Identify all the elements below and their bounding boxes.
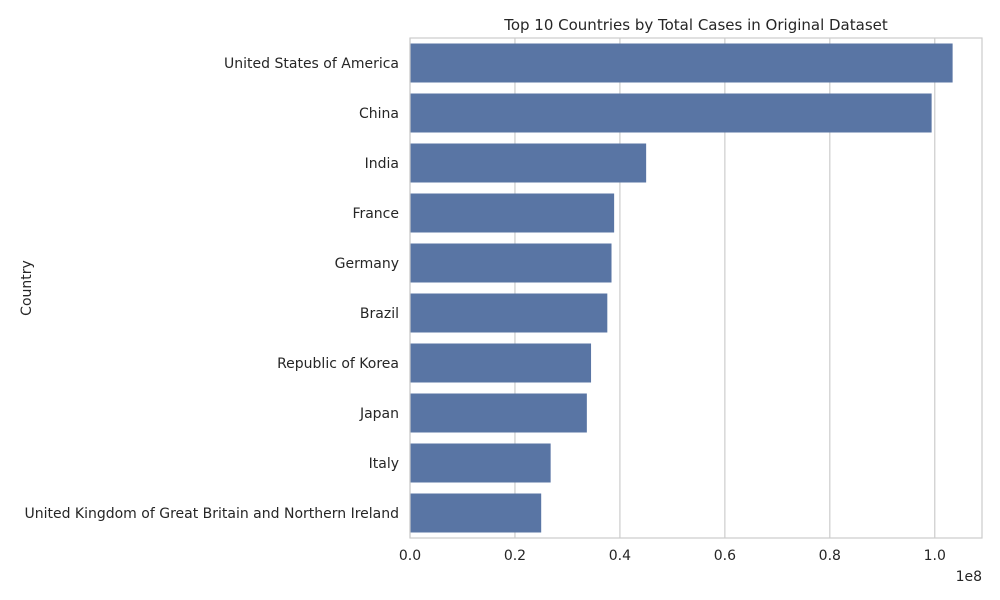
y-tick-label: Brazil xyxy=(360,306,399,322)
y-tick-labels: United States of America China India France… xyxy=(24,56,399,522)
y-tick-label: Japan xyxy=(359,406,399,422)
y-tick-label: India xyxy=(365,156,399,172)
x-tick-label: 0.2 xyxy=(504,548,526,564)
bar xyxy=(410,143,647,183)
bar xyxy=(410,43,953,83)
y-tick-label: Republic of Korea xyxy=(277,356,399,372)
x-tick-label: 0.0 xyxy=(399,548,421,564)
y-tick-label: China xyxy=(359,106,399,122)
y-tick-label: United Kingdom of Great Britain and Nort… xyxy=(24,506,399,522)
y-axis-label: Country xyxy=(19,260,35,316)
bar xyxy=(410,443,551,483)
bar xyxy=(410,243,612,283)
x-tick-labels: 0.0 0.2 0.4 0.6 0.8 1.0 xyxy=(399,548,946,564)
x-tick-label: 1.0 xyxy=(924,548,946,564)
bars xyxy=(410,43,953,533)
bar xyxy=(410,293,608,333)
x-axis-offset-label: 1e8 xyxy=(956,569,982,585)
y-tick-label: Germany xyxy=(335,256,399,272)
y-tick-label: United States of America xyxy=(224,56,399,72)
x-tick-label: 0.6 xyxy=(714,548,736,564)
x-tick-label: 0.4 xyxy=(609,548,631,564)
bar xyxy=(410,193,615,233)
bar xyxy=(410,343,592,383)
x-tick-label: 0.8 xyxy=(819,548,841,564)
y-tick-label: Italy xyxy=(369,456,399,472)
chart-title: Top 10 Countries by Total Cases in Origi… xyxy=(503,16,888,34)
y-tick-label: France xyxy=(352,206,399,222)
bar xyxy=(410,93,932,133)
bar xyxy=(410,393,587,433)
bar xyxy=(410,493,542,533)
plot-frame xyxy=(409,37,983,539)
